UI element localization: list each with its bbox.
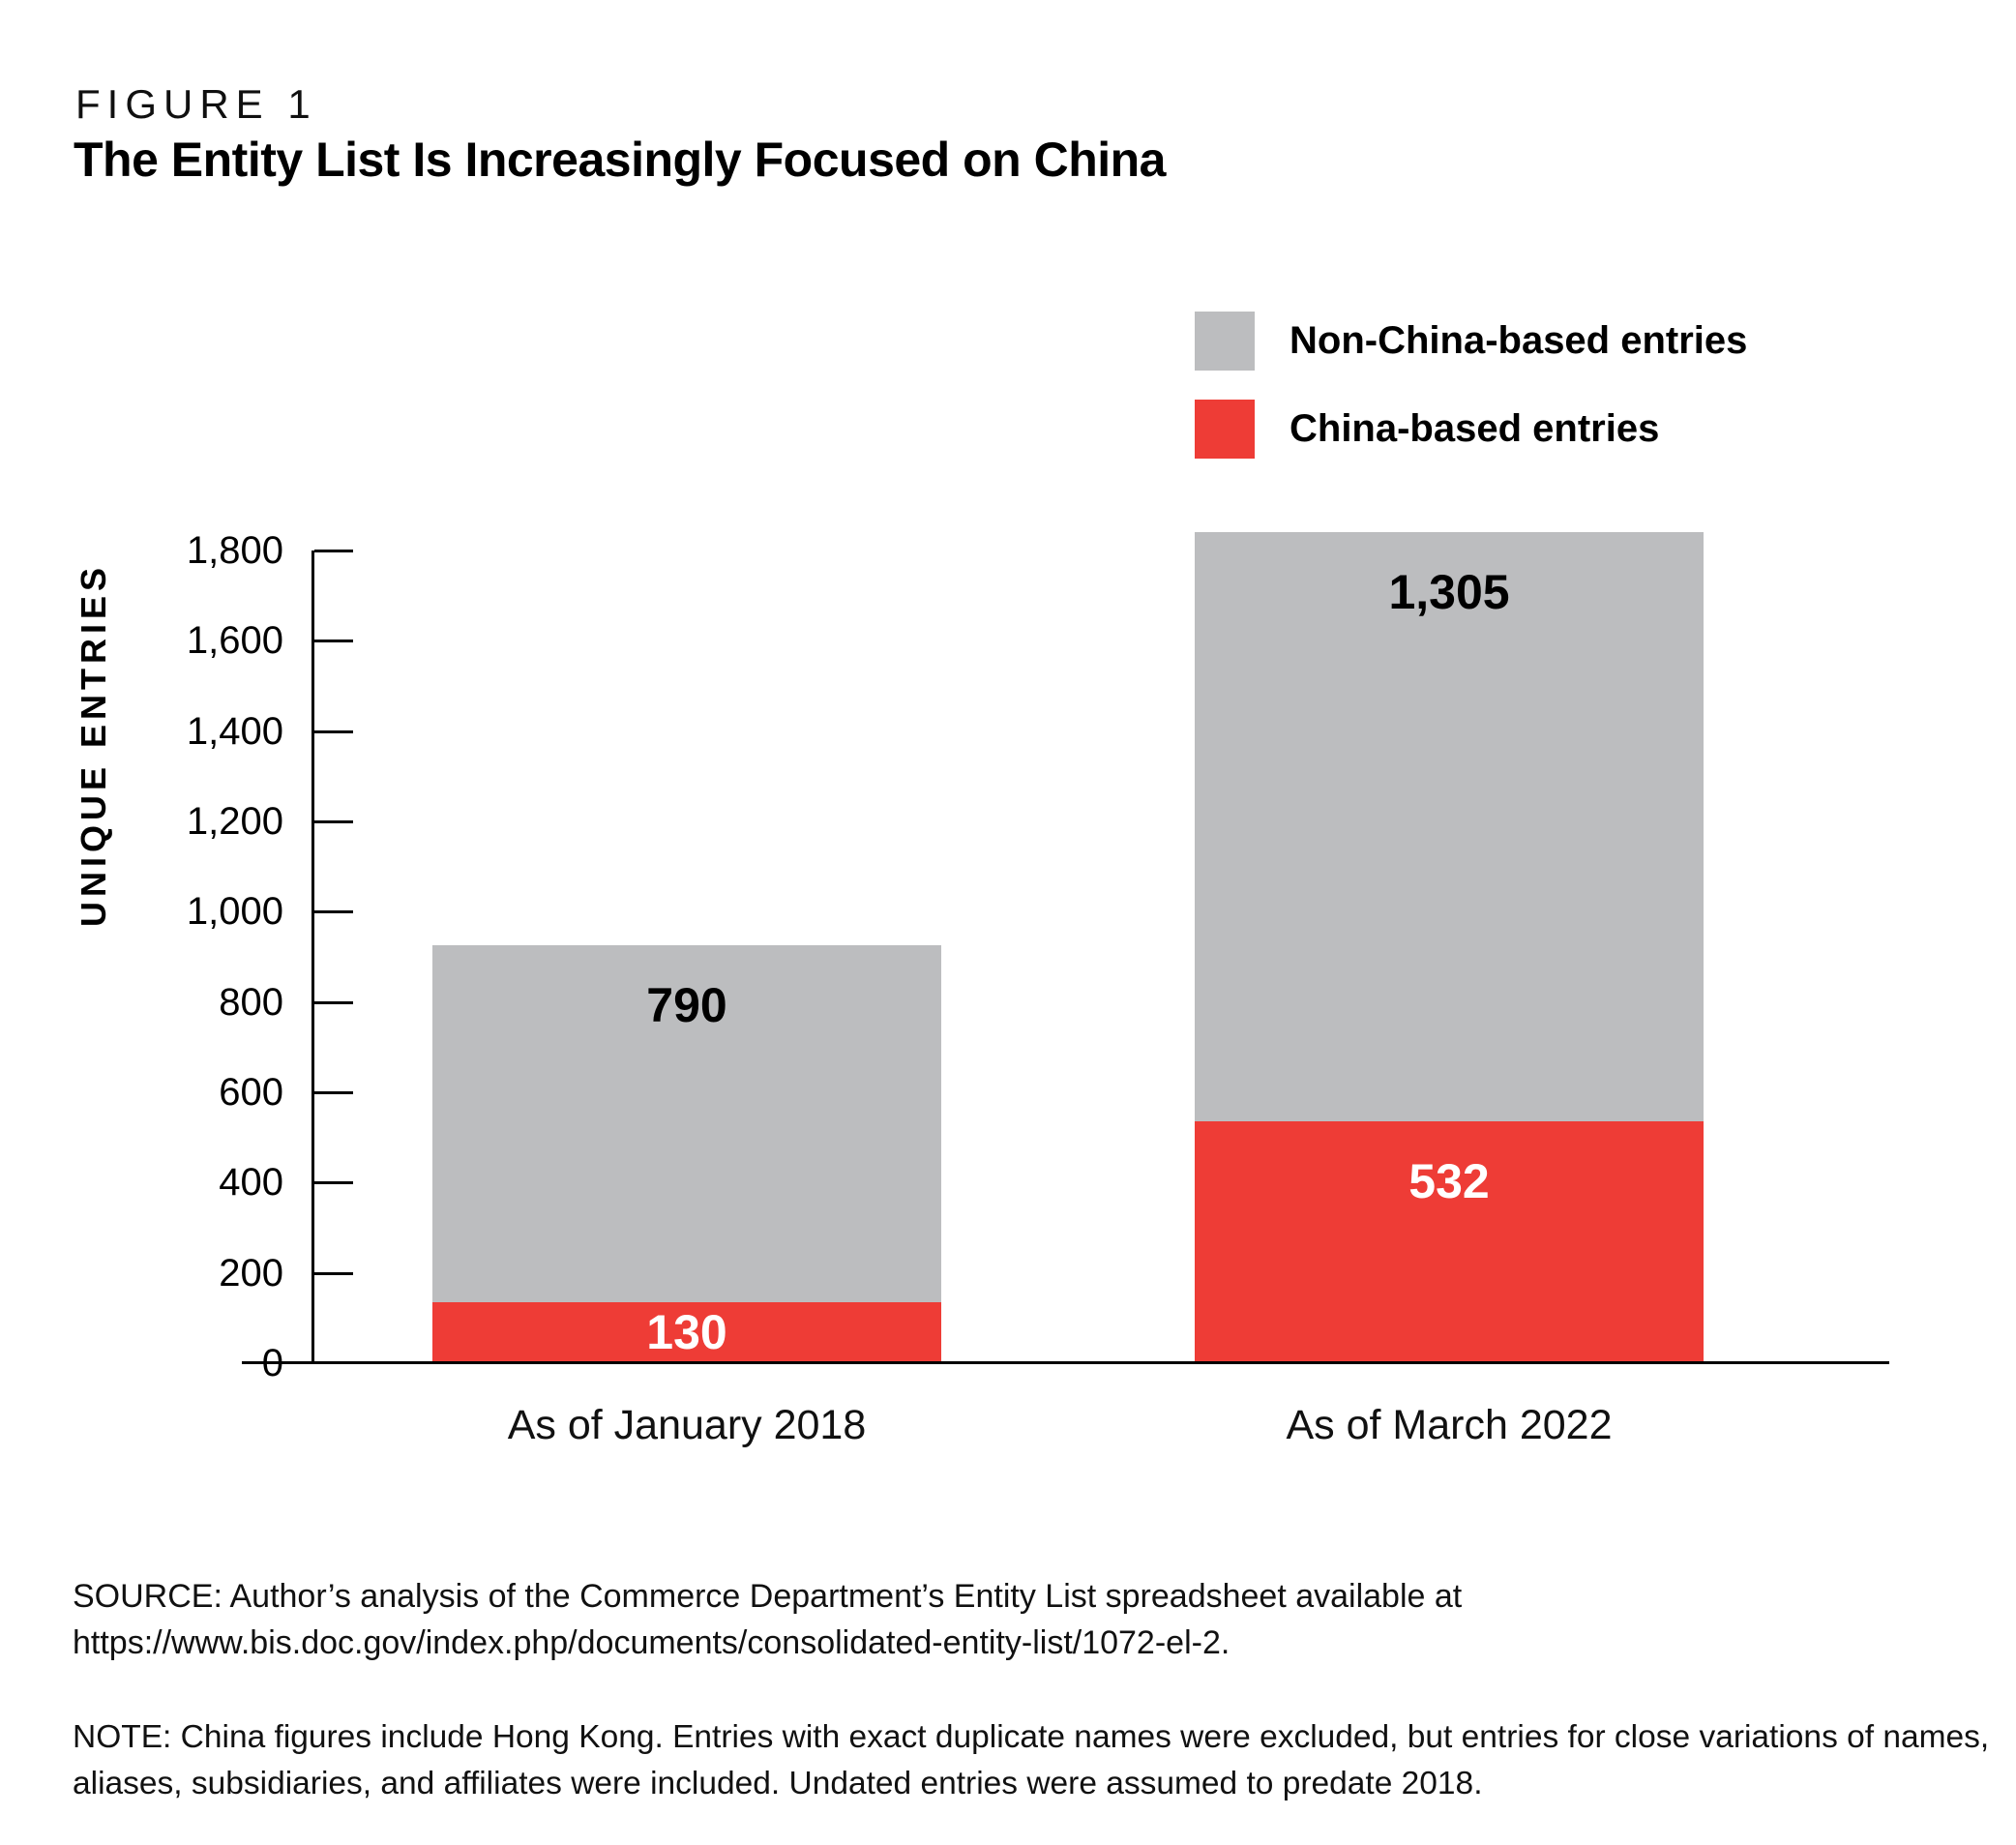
note-text: NOTE: China figures include Hong Kong. E… bbox=[73, 1719, 1990, 1801]
y-tick-1600 bbox=[314, 640, 353, 643]
bar-segment-china-0 bbox=[432, 1302, 941, 1361]
bar-value-label-0: 790 bbox=[646, 978, 727, 1032]
y-tick-label-1600: 1,600 bbox=[186, 619, 283, 663]
y-tick-label-600: 600 bbox=[219, 1071, 283, 1114]
y-tick-400 bbox=[314, 1181, 353, 1185]
bar-segment-non-china-0 bbox=[432, 945, 941, 1302]
bar-value-label-1: 532 bbox=[1408, 1154, 1490, 1208]
figure-title: The Entity List Is Increasingly Focused … bbox=[74, 133, 1166, 187]
x-category-label-0: As of January 2018 bbox=[507, 1402, 867, 1448]
x-axis-line bbox=[242, 1361, 1889, 1364]
y-tick-label-1400: 1,400 bbox=[186, 709, 283, 753]
y-tick-1400 bbox=[314, 729, 353, 733]
y-tick-label-0: 0 bbox=[261, 1342, 283, 1384]
legend-swatch-china bbox=[1195, 400, 1255, 459]
y-tick-label-1000: 1,000 bbox=[186, 890, 283, 934]
y-tick-label-400: 400 bbox=[219, 1161, 283, 1205]
legend-label-non-china: Non-China-based entries bbox=[1290, 319, 1748, 362]
y-tick-label-800: 800 bbox=[219, 980, 283, 1024]
y-tick-200 bbox=[314, 1271, 353, 1275]
bar-value-label-1: 1,305 bbox=[1388, 565, 1510, 619]
y-tick-label-1200: 1,200 bbox=[186, 800, 283, 843]
bar-segment-non-china-1 bbox=[1195, 532, 1704, 1121]
y-tick-1800 bbox=[314, 550, 353, 552]
y-tick-600 bbox=[314, 1091, 353, 1094]
bar-segment-china-1 bbox=[1195, 1121, 1704, 1361]
y-tick-label-200: 200 bbox=[219, 1251, 283, 1294]
y-axis-line bbox=[311, 551, 314, 1364]
y-tick-800 bbox=[314, 1000, 353, 1004]
bar-value-label-0: 130 bbox=[646, 1304, 727, 1359]
y-tick-1000 bbox=[314, 910, 353, 914]
y-tick-1200 bbox=[314, 820, 353, 823]
legend-label-china: China-based entries bbox=[1290, 407, 1660, 450]
y-tick-label-1800: 1,800 bbox=[186, 529, 283, 572]
x-category-label-1: As of March 2022 bbox=[1286, 1402, 1613, 1448]
source-text: SOURCE: Author’s analysis of the Commerc… bbox=[73, 1578, 1463, 1661]
figure-label: FIGURE 1 bbox=[75, 81, 317, 127]
legend-swatch-non-china bbox=[1195, 312, 1255, 371]
